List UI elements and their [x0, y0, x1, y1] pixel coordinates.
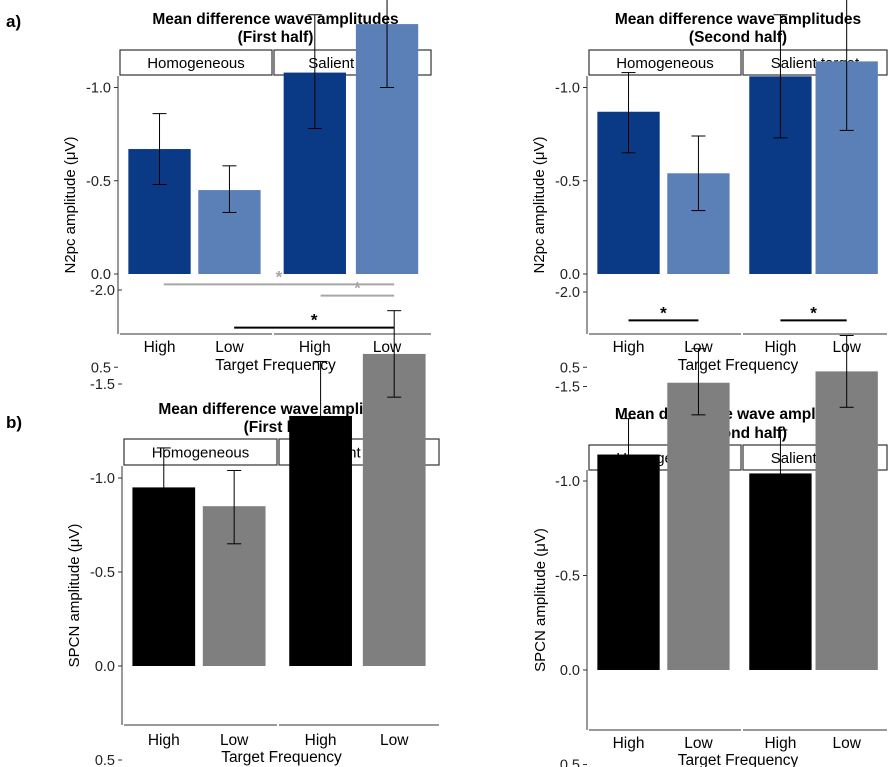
y-tick-label: -0.5 [86, 174, 111, 190]
y-tick-label: -1.0 [90, 471, 115, 487]
facet-strip-label: Homogeneous [147, 55, 245, 72]
x-tick-label: High [613, 339, 645, 356]
y-tick-label: -2.0 [90, 283, 115, 299]
significance-star: * [276, 267, 283, 286]
facet-strip-label: Homogeneous [616, 55, 714, 72]
y-tick-label: 0.0 [95, 659, 115, 675]
chart-subtitle: (Second half) [689, 29, 787, 46]
facet-strip [123, 438, 278, 466]
y-tick-label: -1.5 [90, 377, 115, 393]
significance-star: * [311, 311, 318, 330]
y-axis-label: N2pc amplitude (μV) [62, 136, 79, 273]
y-tick-label: 0.0 [560, 663, 580, 679]
y-tick-label: -2.0 [555, 285, 580, 301]
panel-label-a: a) [6, 12, 22, 31]
y-axis-label: SPCN amplitude (μV) [66, 524, 83, 668]
x-tick-label: Low [215, 339, 244, 356]
y-tick-label: -1.0 [86, 81, 111, 97]
x-axis-label: Target Frequency [221, 749, 342, 766]
bar-salient-target-low [362, 353, 426, 666]
panel-label-b: b) [6, 413, 23, 432]
significance-star: * [354, 279, 361, 298]
y-tick-label: 0.0 [560, 267, 580, 283]
y-tick-label: 0.5 [95, 753, 115, 767]
y-tick-label: -0.5 [555, 569, 580, 585]
chart-panel-2: Mean difference wave amplitudes(Second h… [531, 0, 888, 376]
x-tick-label: Low [220, 732, 249, 749]
chart-panel-4: Mean difference wave amplitudes(Second h… [532, 285, 888, 767]
x-tick-label: High [764, 735, 796, 752]
x-tick-label: High [144, 339, 176, 356]
x-tick-label: Low [832, 735, 861, 752]
x-tick-label: Low [684, 735, 713, 752]
x-tick-label: High [305, 732, 337, 749]
y-axis-label: SPCN amplitude (μV) [532, 528, 549, 672]
bar-salient-target-low [815, 371, 878, 670]
significance-star: * [660, 303, 667, 322]
x-tick-label: High [299, 339, 331, 356]
x-tick-label: Low [684, 339, 713, 356]
y-tick-label: 0.0 [91, 267, 111, 283]
x-tick-label: Low [380, 732, 409, 749]
x-tick-label: High [764, 339, 796, 356]
y-tick-label: 0.5 [91, 360, 111, 376]
x-tick-label: High [148, 732, 180, 749]
y-tick-label: -1.5 [555, 380, 580, 396]
chart-title: Mean difference wave amplitudes [158, 401, 404, 418]
y-tick-label: 0.5 [560, 758, 580, 767]
chart-title: Mean difference wave amplitudes [615, 11, 861, 28]
x-tick-label: High [613, 735, 645, 752]
chart-panel-3: Mean difference wave amplitudes(First ha… [66, 267, 440, 767]
x-tick-label: Low [373, 339, 402, 356]
y-tick-label: -0.5 [90, 565, 115, 581]
chart-subtitle: (First half) [238, 29, 314, 46]
y-tick-label: -1.5 [555, 0, 580, 3]
chart-panel-1: Mean difference wave amplitudes(First ha… [62, 0, 432, 376]
chart-title: Mean difference wave amplitudes [152, 11, 398, 28]
y-tick-label: 0.5 [560, 360, 580, 376]
significance-star: * [810, 303, 817, 322]
facet-strip [588, 49, 742, 76]
facet-strip-label: Homogeneous [152, 445, 250, 462]
x-axis-label: Target Frequency [215, 357, 336, 374]
facet-strip [119, 49, 273, 76]
y-tick-label: -1.5 [86, 0, 111, 3]
y-axis-label: N2pc amplitude (μV) [531, 136, 548, 273]
x-axis-label: Target Frequency [678, 357, 799, 374]
y-tick-label: -1.0 [555, 81, 580, 97]
x-axis-label: Target Frequency [678, 752, 799, 767]
y-tick-label: -1.0 [555, 474, 580, 490]
y-tick-label: -0.5 [555, 174, 580, 190]
bar-homogeneous-low [667, 382, 730, 670]
